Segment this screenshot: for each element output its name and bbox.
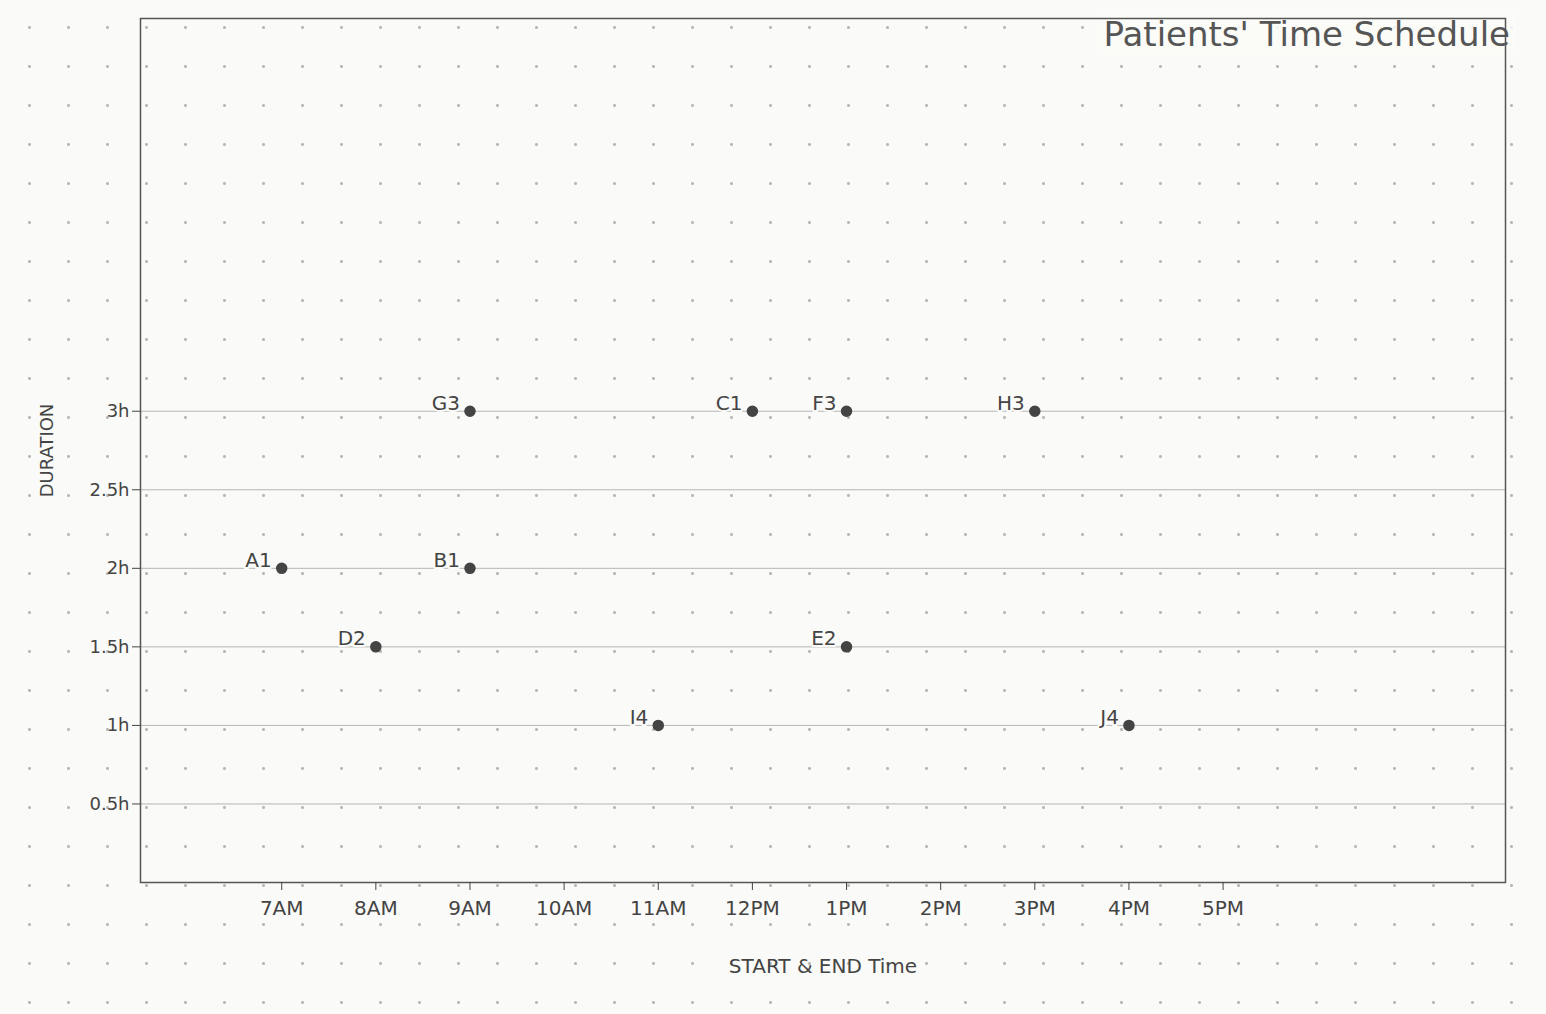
svg-text:F3: F3 [812, 391, 836, 415]
svg-text:I4: I4 [630, 705, 649, 729]
svg-text:8AM: 8AM [354, 896, 398, 920]
svg-text:3PM: 3PM [1014, 896, 1056, 920]
svg-text:1h: 1h [107, 714, 130, 735]
svg-text:5PM: 5PM [1202, 896, 1244, 920]
svg-text:4PM: 4PM [1108, 896, 1150, 920]
svg-text:11AM: 11AM [630, 896, 686, 920]
svg-text:2PM: 2PM [920, 896, 962, 920]
svg-text:12PM: 12PM [725, 896, 780, 920]
svg-text:E2: E2 [811, 626, 836, 650]
html-text:Patients' Time Schedule: Patients' Time Schedule [1103, 14, 1510, 54]
svg-text:H3: H3 [997, 391, 1025, 415]
svg-text:1PM: 1PM [826, 896, 868, 920]
svg-text:2.5h: 2.5h [89, 479, 129, 500]
svg-text:G3: G3 [432, 391, 460, 415]
svg-text:10AM: 10AM [536, 896, 592, 920]
svg-text:3h: 3h [107, 400, 130, 421]
svg-text:C1: C1 [716, 391, 743, 415]
svg-text:START & END Time: START & END Time [729, 954, 917, 978]
svg-text:2h: 2h [107, 557, 130, 578]
svg-text:9AM: 9AM [448, 896, 492, 920]
svg-text:0.5h: 0.5h [89, 793, 129, 814]
svg-text:1.5h: 1.5h [89, 636, 129, 657]
svg-text:DURATION: DURATION [36, 404, 57, 498]
svg-text:J4: J4 [1098, 705, 1119, 729]
svg-text:B1: B1 [434, 548, 460, 572]
svg-text:A1: A1 [245, 548, 271, 572]
svg-text:D2: D2 [338, 626, 366, 650]
svg-text:7AM: 7AM [260, 896, 304, 920]
